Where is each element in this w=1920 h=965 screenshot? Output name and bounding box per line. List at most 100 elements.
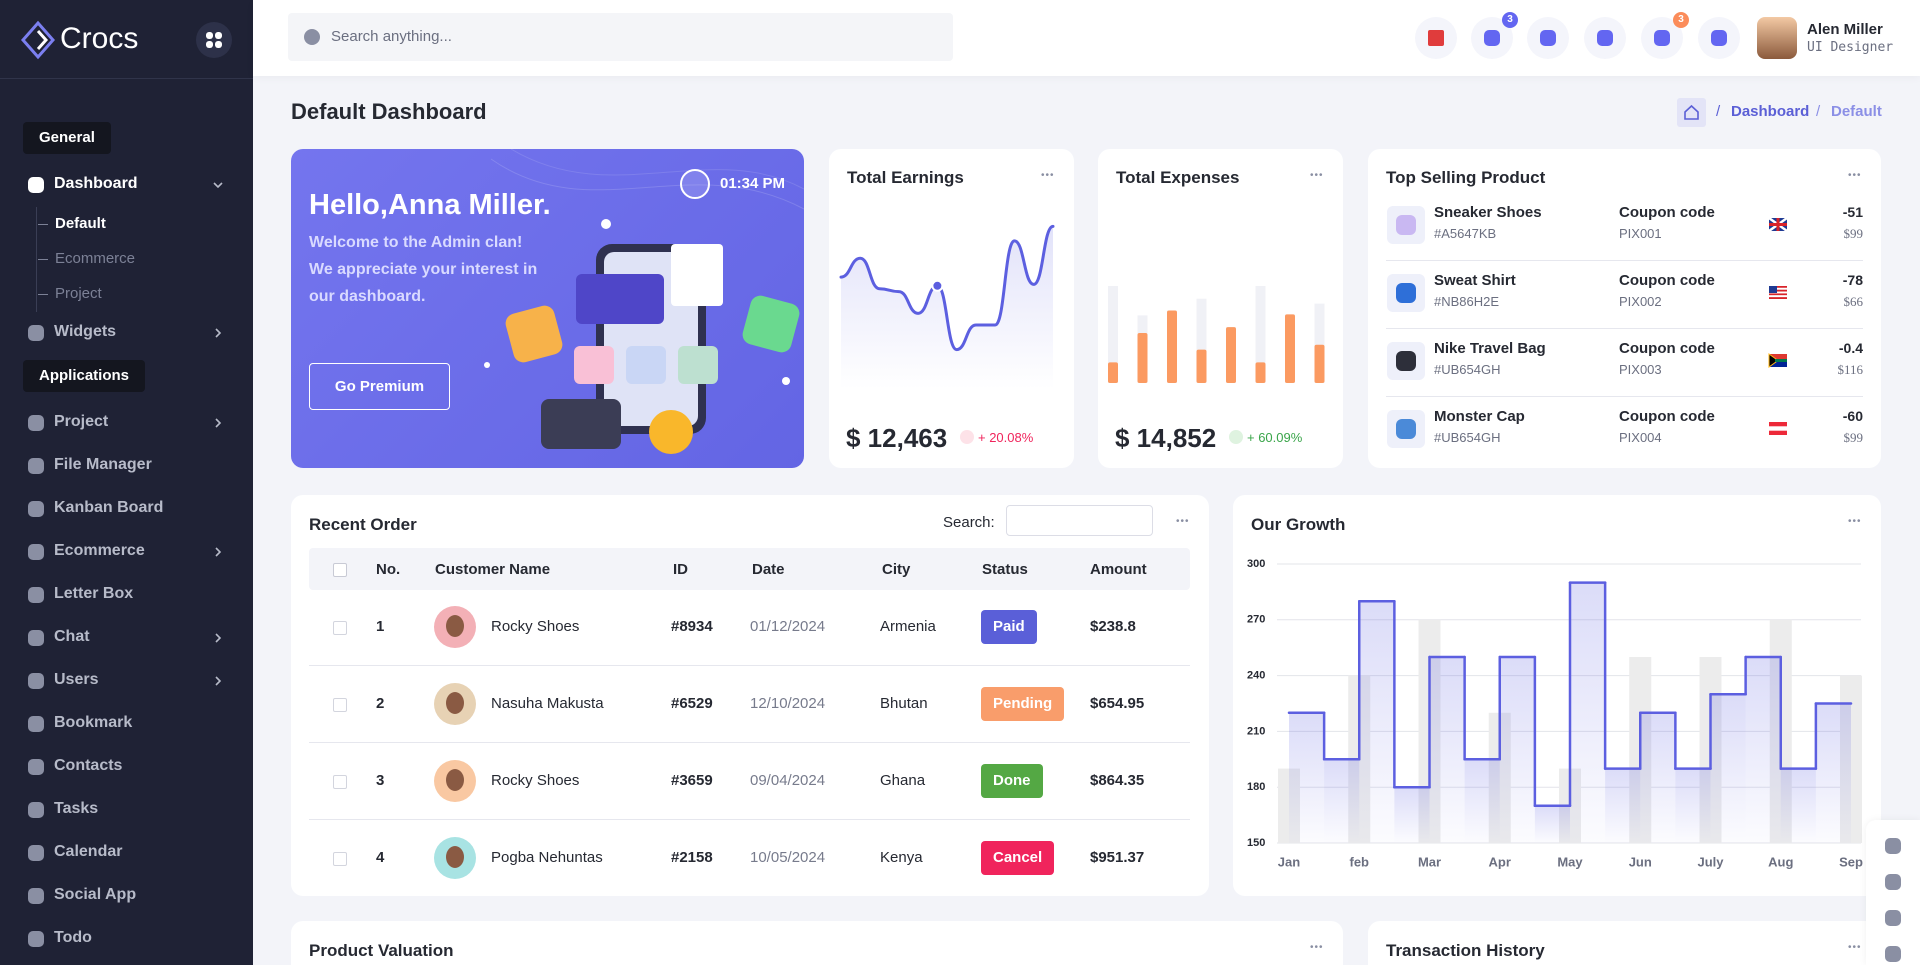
row-number: 4 bbox=[376, 849, 385, 866]
tile bbox=[678, 346, 718, 384]
row-number: 2 bbox=[376, 695, 385, 712]
menu-icon bbox=[28, 177, 44, 193]
menu-icon bbox=[28, 325, 44, 341]
status-pill: Cancel bbox=[981, 841, 1055, 875]
bubble bbox=[484, 362, 490, 368]
column-header: Amount bbox=[1090, 561, 1147, 578]
top-icon-button[interactable] bbox=[1527, 17, 1569, 59]
coin bbox=[649, 410, 693, 454]
more-menu[interactable]: ••• bbox=[1176, 516, 1190, 527]
checkbox[interactable] bbox=[333, 852, 347, 866]
menu-item[interactable]: Letter Box bbox=[54, 585, 134, 602]
menu-item[interactable]: Users bbox=[54, 671, 99, 688]
row-divider bbox=[1386, 328, 1863, 329]
menu-chevron bbox=[215, 418, 222, 428]
menu-icon bbox=[28, 931, 44, 947]
more-menu[interactable]: ••• bbox=[1848, 170, 1862, 181]
menu-chevron bbox=[215, 328, 222, 338]
row-divider bbox=[1386, 396, 1863, 397]
breadcrumb-item[interactable]: Dashboard bbox=[1731, 103, 1810, 120]
toolbar-button[interactable] bbox=[1885, 838, 1901, 854]
menu-item[interactable]: Ecommerce bbox=[54, 542, 145, 559]
menu-icon bbox=[28, 759, 44, 775]
menu-item[interactable]: Social App bbox=[54, 886, 137, 903]
go-premium-button[interactable]: Go Premium bbox=[309, 363, 450, 410]
checkbox[interactable] bbox=[333, 698, 347, 712]
user-name: Alen Miller bbox=[1807, 21, 1883, 38]
product-image bbox=[1387, 274, 1425, 312]
more-menu[interactable]: ••• bbox=[1041, 170, 1055, 181]
down-indicator bbox=[960, 430, 974, 444]
top-icon-button[interactable] bbox=[1698, 17, 1740, 59]
product-price: $66 bbox=[1843, 294, 1864, 309]
menu-item[interactable]: Todo bbox=[54, 929, 92, 946]
submenu-item[interactable]: Project bbox=[55, 285, 102, 302]
welcome-text: Welcome to the Admin clan! bbox=[309, 234, 523, 251]
flag bbox=[1768, 353, 1787, 368]
menu-item[interactable]: Project bbox=[54, 413, 109, 430]
product-price: $99 bbox=[1843, 430, 1864, 445]
product-code: #UB654GH bbox=[1434, 430, 1501, 445]
product-change: -78 bbox=[1842, 272, 1863, 288]
sidebar-divider bbox=[0, 78, 253, 79]
doc bbox=[671, 244, 723, 306]
product-glyph bbox=[1396, 419, 1416, 439]
expense-bar bbox=[1255, 362, 1266, 383]
checkbox[interactable] bbox=[333, 775, 347, 789]
submenu-item[interactable]: Ecommerce bbox=[55, 250, 136, 267]
logo-shape-inner bbox=[36, 30, 49, 50]
flag bbox=[1769, 286, 1787, 299]
earnings-area bbox=[841, 226, 1053, 389]
menu-item[interactable]: File Manager bbox=[54, 456, 152, 473]
menu-item[interactable]: Tasks bbox=[54, 800, 99, 817]
user-role: UI Designer bbox=[1807, 40, 1894, 55]
toolbar-button[interactable] bbox=[1885, 910, 1901, 926]
growth-area bbox=[1745, 657, 1781, 843]
menu-item[interactable]: Kanban Board bbox=[54, 499, 164, 516]
menu-item[interactable]: Bookmark bbox=[54, 714, 133, 731]
breadcrumb-item[interactable]: Default bbox=[1831, 103, 1882, 120]
avatar-face bbox=[446, 692, 464, 714]
search-placeholder: Search anything... bbox=[331, 28, 452, 45]
user-avatar[interactable] bbox=[1757, 17, 1797, 59]
y-tick-label: 180 bbox=[1247, 781, 1265, 793]
breadcrumb-home[interactable] bbox=[1677, 98, 1706, 127]
more-menu[interactable]: ••• bbox=[1310, 942, 1324, 953]
menu-item[interactable]: Contacts bbox=[54, 757, 123, 774]
menu-item[interactable]: Dashboard bbox=[54, 175, 138, 192]
more-menu[interactable]: ••• bbox=[1848, 942, 1862, 953]
product-change: -51 bbox=[1842, 204, 1863, 220]
submenu-item[interactable]: Default bbox=[55, 215, 106, 232]
growth-area bbox=[1359, 601, 1395, 843]
more-menu[interactable]: ••• bbox=[1310, 170, 1324, 181]
expenses-change: + 60.09% bbox=[1247, 430, 1303, 445]
product-image bbox=[1387, 410, 1425, 448]
transaction-history-card: Transaction History ••• bbox=[1368, 921, 1881, 965]
wave bbox=[510, 149, 804, 190]
more-menu[interactable]: ••• bbox=[1848, 516, 1862, 527]
table-search-input[interactable] bbox=[1006, 505, 1153, 536]
menu-item[interactable]: Widgets bbox=[54, 323, 117, 340]
menu-item[interactable]: Chat bbox=[54, 628, 90, 645]
customer-name: Rocky Shoes bbox=[491, 618, 580, 635]
menu-item[interactable]: Calendar bbox=[54, 843, 123, 860]
breadcrumb-sep: / bbox=[1816, 103, 1821, 120]
search-box[interactable]: Search anything... bbox=[288, 13, 953, 61]
toolbar-button[interactable] bbox=[1885, 946, 1901, 962]
logo-shape bbox=[20, 20, 56, 60]
flag bbox=[1769, 422, 1787, 435]
toolbar-button[interactable] bbox=[1885, 874, 1901, 890]
logo-icon bbox=[20, 20, 56, 60]
checkbox[interactable] bbox=[333, 621, 347, 635]
top-icon-button[interactable] bbox=[1584, 17, 1626, 59]
earnings-card: Total Earnings ••• $ 12,463 + 20.08% bbox=[829, 149, 1074, 468]
checkbox[interactable] bbox=[333, 563, 347, 577]
top-icon-button[interactable] bbox=[1415, 17, 1457, 59]
row-number: 1 bbox=[376, 618, 385, 635]
order-amount: $951.37 bbox=[1090, 849, 1145, 866]
y-tick-label: 270 bbox=[1247, 614, 1265, 626]
status-pill: Done bbox=[981, 764, 1043, 798]
top-icon-glyph bbox=[1711, 30, 1727, 46]
menu-toggle[interactable] bbox=[196, 22, 232, 58]
